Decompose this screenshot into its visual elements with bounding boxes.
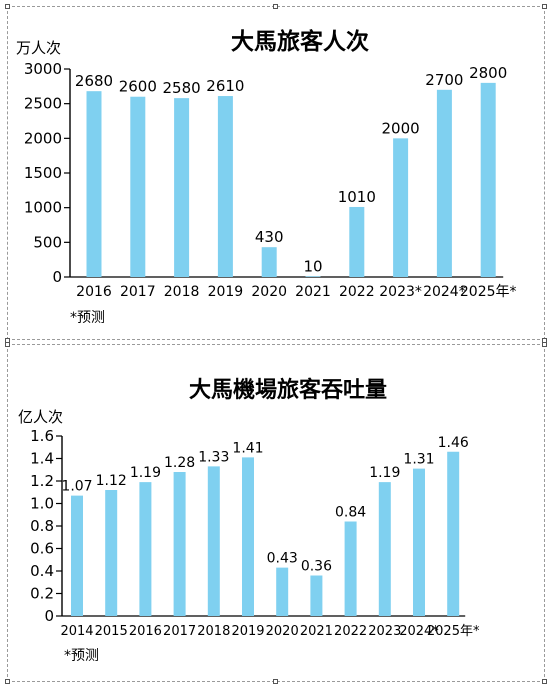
y-tick-label: 1000 bbox=[24, 199, 62, 217]
bar bbox=[174, 98, 190, 278]
bar bbox=[436, 89, 452, 277]
y-tick-label: 2500 bbox=[24, 95, 62, 113]
x-tick-label: 2017 bbox=[120, 284, 156, 300]
y-tick-label: 0.8 bbox=[30, 517, 54, 535]
footnote: *预测 bbox=[70, 310, 105, 326]
data-label: 0.36 bbox=[301, 559, 332, 575]
bar bbox=[217, 96, 233, 277]
bar bbox=[393, 138, 409, 277]
x-tick-label: 2018 bbox=[164, 284, 200, 300]
y-tick-label: 1.0 bbox=[30, 495, 54, 513]
data-label: 2680 bbox=[75, 72, 113, 90]
y-tick-label: 3000 bbox=[24, 60, 62, 78]
bar bbox=[207, 466, 220, 616]
data-label: 1.46 bbox=[438, 435, 469, 451]
bar bbox=[378, 482, 391, 616]
data-label: 2800 bbox=[469, 64, 507, 82]
resize-handle[interactable] bbox=[273, 679, 278, 684]
y-tick-label: 500 bbox=[33, 233, 62, 251]
data-label: 1010 bbox=[338, 188, 376, 206]
data-label: 2580 bbox=[163, 79, 201, 97]
bar bbox=[349, 206, 365, 277]
x-tick-label: 2025年* bbox=[427, 624, 480, 639]
bar bbox=[173, 472, 186, 616]
footnote: *预测 bbox=[64, 648, 99, 664]
x-tick-label: 2020 bbox=[266, 624, 299, 639]
bar bbox=[480, 82, 496, 277]
resize-handle[interactable] bbox=[273, 4, 278, 9]
y-tick-label: 0.6 bbox=[30, 540, 54, 558]
x-tick-label: 2023* bbox=[379, 284, 422, 300]
x-tick-label: 2023 bbox=[368, 624, 401, 639]
y-tick-label: 0 bbox=[52, 268, 62, 286]
data-label: 1.41 bbox=[232, 440, 263, 456]
data-label: 0.43 bbox=[267, 551, 298, 567]
bar bbox=[130, 96, 146, 277]
x-tick-label: 2020 bbox=[251, 284, 287, 300]
bar bbox=[105, 490, 118, 616]
bar bbox=[242, 457, 254, 616]
y-tick-label: 0.2 bbox=[30, 585, 54, 603]
y-tick-label: 1.4 bbox=[30, 450, 54, 468]
chart-title: 大馬旅客人次 bbox=[231, 28, 369, 55]
y-tick-label: 1.2 bbox=[30, 472, 54, 490]
chart-title: 大馬機場旅客吞吐量 bbox=[189, 377, 387, 403]
bar bbox=[413, 468, 425, 616]
x-tick-label: 2016 bbox=[76, 284, 112, 300]
bar bbox=[139, 482, 152, 616]
data-label: 1.19 bbox=[369, 465, 400, 481]
x-tick-label: 2017 bbox=[163, 624, 196, 639]
bar bbox=[305, 276, 321, 277]
y-axis-unit-label: 万人次 bbox=[16, 39, 61, 57]
resize-handle[interactable] bbox=[542, 342, 547, 347]
resize-handle[interactable] bbox=[5, 679, 10, 684]
y-tick-label: 0.4 bbox=[30, 562, 54, 580]
x-tick-label: 2018 bbox=[197, 624, 230, 639]
data-label: 2610 bbox=[206, 77, 244, 95]
x-tick-label: 2019 bbox=[231, 624, 264, 639]
data-label: 1.12 bbox=[96, 473, 127, 489]
data-label: 2000 bbox=[382, 119, 420, 137]
data-label: 10 bbox=[303, 257, 322, 275]
bar bbox=[447, 451, 460, 616]
data-label: 430 bbox=[255, 228, 284, 246]
x-tick-label: 2025年* bbox=[460, 284, 517, 300]
resize-handle[interactable] bbox=[5, 342, 10, 347]
x-tick-label: 2015 bbox=[95, 624, 128, 639]
bar bbox=[276, 567, 289, 616]
data-label: 1.33 bbox=[198, 449, 229, 465]
bar bbox=[86, 91, 102, 277]
bar bbox=[344, 521, 357, 616]
data-label: 1.31 bbox=[403, 452, 434, 468]
y-axis-unit-label: 亿人次 bbox=[18, 408, 63, 426]
x-tick-label: 2019 bbox=[208, 284, 244, 300]
y-tick-label: 2000 bbox=[24, 129, 62, 147]
x-tick-label: 2024* bbox=[423, 284, 466, 300]
data-label: 0.84 bbox=[335, 505, 366, 521]
x-tick-label: 2021 bbox=[295, 284, 331, 300]
x-tick-label: 2022 bbox=[339, 284, 375, 300]
resize-handle[interactable] bbox=[5, 4, 10, 9]
y-tick-label: 0 bbox=[44, 607, 54, 625]
bar bbox=[310, 575, 323, 616]
x-tick-label: 2024* bbox=[399, 624, 439, 639]
bar bbox=[261, 247, 277, 277]
resize-handle[interactable] bbox=[542, 679, 547, 684]
resize-handle[interactable] bbox=[542, 4, 547, 9]
data-label: 1.07 bbox=[61, 479, 92, 495]
x-tick-label: 2022 bbox=[334, 624, 367, 639]
data-label: 2700 bbox=[425, 71, 463, 89]
data-label: 2600 bbox=[119, 78, 157, 96]
data-label: 1.28 bbox=[164, 455, 195, 471]
y-tick-label: 1500 bbox=[24, 164, 62, 182]
x-tick-label: 2014 bbox=[60, 624, 93, 639]
x-tick-label: 2016 bbox=[129, 624, 162, 639]
bar bbox=[71, 495, 83, 616]
data-label: 1.19 bbox=[130, 465, 161, 481]
y-tick-label: 1.6 bbox=[30, 427, 54, 445]
x-tick-label: 2021 bbox=[300, 624, 333, 639]
